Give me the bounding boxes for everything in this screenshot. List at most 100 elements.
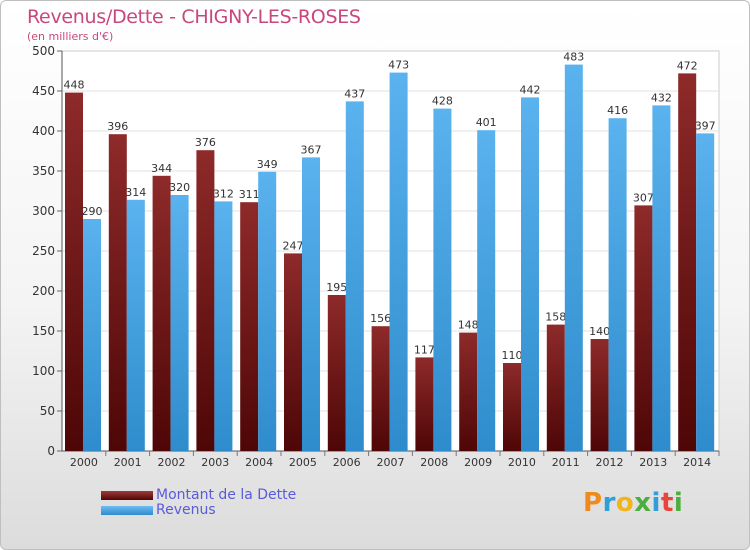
x-tick-label: 2012: [596, 456, 624, 469]
bar-revenus: [521, 97, 539, 452]
bar-dette: [459, 332, 478, 451]
x-tick-label: 2010: [508, 456, 536, 469]
proxiti-logo: Proxiti: [583, 488, 683, 518]
data-label: 344: [151, 162, 172, 175]
data-label: 349: [257, 158, 278, 171]
data-label: 416: [607, 104, 628, 117]
legend-label-revenus: Revenus: [156, 502, 216, 518]
bar-dette: [196, 150, 215, 451]
data-label: 158: [545, 311, 566, 324]
data-label: 437: [344, 87, 365, 100]
data-label: 396: [107, 120, 128, 133]
y-tick-label: 400: [32, 124, 55, 138]
y-tick-label: 100: [32, 364, 55, 378]
bar-dette: [65, 92, 83, 451]
data-label: 311: [239, 188, 260, 201]
data-label: 290: [82, 205, 103, 218]
data-label: 247: [283, 239, 304, 252]
bar-dette: [327, 295, 346, 451]
bar-revenus: [345, 101, 364, 452]
legend-swatch-dette: [101, 491, 153, 500]
bar-revenus: [126, 199, 145, 451]
x-tick-label: 2008: [420, 456, 448, 469]
x-tick-label: 2007: [377, 456, 405, 469]
x-tick-label: 2006: [333, 456, 361, 469]
x-tick-label: 2001: [114, 456, 142, 469]
legend-label-dette: Montant de la Dette: [156, 487, 297, 503]
data-label: 307: [633, 191, 654, 204]
bar-revenus: [83, 219, 101, 451]
logo-letter: i: [673, 488, 684, 518]
y-tick-label: 50: [40, 404, 55, 418]
bar-dette: [590, 339, 609, 451]
y-tick-label: 350: [32, 164, 55, 178]
bar-revenus: [564, 64, 583, 451]
y-tick-label: 200: [32, 284, 55, 298]
logo-letter: t: [660, 488, 674, 518]
y-tick-label: 450: [32, 84, 55, 98]
bar-dette: [546, 324, 565, 451]
data-label: 432: [651, 91, 672, 104]
logo-letter: r: [602, 488, 616, 518]
logo-letter: P: [583, 488, 603, 518]
x-tick-label: 2000: [70, 456, 98, 469]
x-tick-label: 2004: [245, 456, 273, 469]
bar-dette: [284, 253, 302, 451]
data-label: 401: [476, 116, 497, 129]
x-tick-label: 2003: [201, 456, 229, 469]
bar-dette: [108, 134, 127, 451]
chart-title: Revenus/Dette - CHIGNY-LES-ROSES: [27, 6, 361, 28]
bar-revenus: [214, 201, 233, 451]
data-label: 376: [195, 136, 216, 149]
bar-dette: [678, 73, 697, 452]
data-label: 428: [432, 95, 453, 108]
bar-dette: [371, 326, 390, 451]
bar-revenus: [302, 157, 320, 451]
bar-dette: [634, 205, 653, 451]
y-tick-label: 250: [32, 244, 55, 258]
bar-revenus: [652, 105, 671, 452]
bar-revenus: [258, 171, 277, 452]
bar-dette: [240, 202, 259, 451]
chart-subtitle: (en milliers d'€): [27, 30, 114, 43]
logo-letter: o: [615, 488, 635, 518]
y-tick-label: 150: [32, 324, 55, 338]
data-label: 320: [169, 181, 190, 194]
data-label: 314: [125, 186, 146, 199]
data-label: 483: [563, 51, 584, 64]
bar-revenus: [389, 72, 408, 451]
bar-revenus: [433, 108, 452, 451]
data-label: 195: [326, 281, 347, 294]
bar-revenus: [608, 118, 627, 451]
data-label: 140: [589, 325, 610, 338]
bar-revenus: [170, 195, 189, 451]
data-label: 367: [301, 143, 322, 156]
legend-swatch-revenus: [101, 506, 153, 515]
x-tick-label: 2009: [464, 456, 492, 469]
data-label: 110: [502, 349, 523, 362]
x-tick-label: 2002: [158, 456, 186, 469]
data-label: 448: [64, 79, 85, 92]
bar-revenus: [477, 130, 496, 451]
data-label: 156: [370, 312, 391, 325]
bar-dette: [503, 363, 521, 451]
bar-dette: [415, 357, 434, 451]
data-label: 312: [213, 187, 234, 200]
logo-letter: x: [634, 488, 652, 518]
data-label: 117: [414, 343, 435, 356]
bar-revenus: [696, 133, 715, 451]
data-label: 473: [388, 59, 409, 72]
x-tick-label: 2011: [552, 456, 580, 469]
logo-letter: i: [651, 488, 661, 518]
y-tick-label: 500: [32, 44, 55, 58]
y-tick-label: 0: [47, 444, 55, 458]
y-tick-label: 300: [32, 204, 55, 218]
bar-dette: [152, 175, 171, 452]
data-label: 397: [695, 119, 716, 132]
x-tick-label: 2013: [639, 456, 667, 469]
data-label: 148: [458, 319, 479, 332]
x-tick-label: 2005: [289, 456, 317, 469]
data-label: 472: [677, 59, 698, 72]
